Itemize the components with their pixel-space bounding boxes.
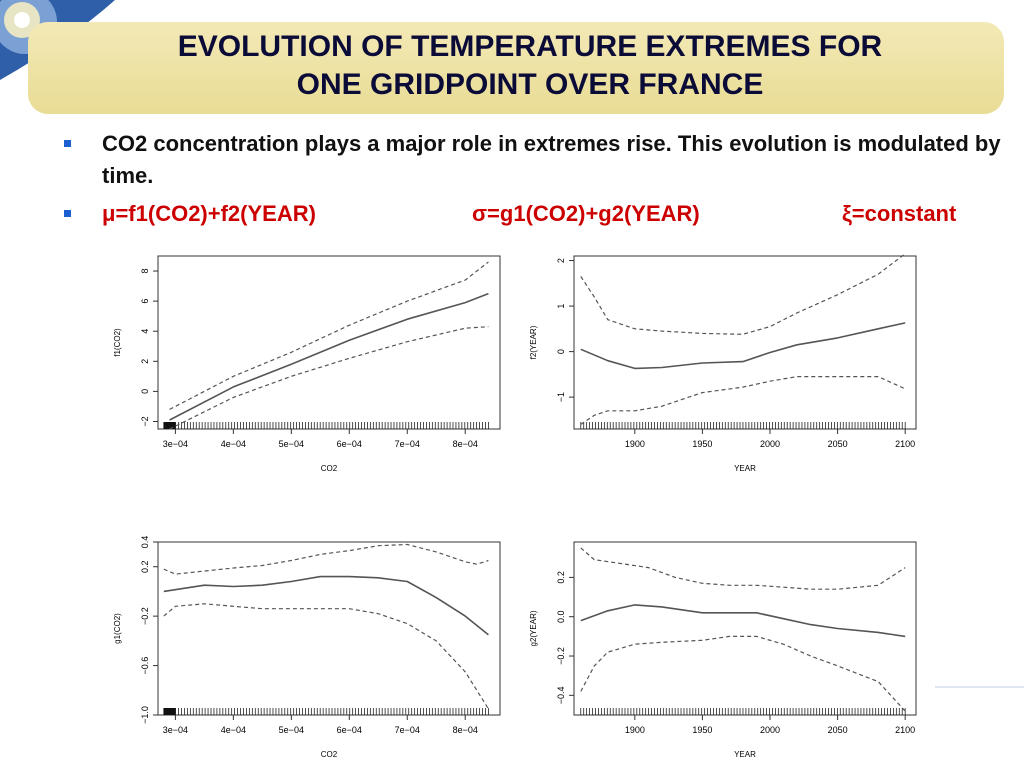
page-title: EVOLUTION OF TEMPERATURE EXTREMES FOR ON… [110,28,950,104]
x-tick-label: 2000 [760,725,780,735]
y-tick-label: −0.4 [556,686,566,704]
x-tick-label: 2100 [895,725,915,735]
y-tick-label: −1 [556,392,566,402]
title-line-2: ONE GRIDPOINT OVER FRANCE [296,68,764,101]
plot-f1-co2: 3e−04 4e−04 5e−04 6e−04 7e−04 8e−04 −2 0 2 4 6 8 CO2… [113,255,501,473]
x-tick-label: 6e−04 [337,725,362,735]
y-tick-label: 2 [556,258,566,263]
title-line-1: EVOLUTION OF TEMPERATURE EXTREMES FOR [177,30,883,63]
plot-frame [573,541,917,716]
series-line-lower [163,603,489,710]
y-axis-label: f2(YEAR) [529,325,538,359]
y-tick-label: 0.0 [556,610,566,623]
x-tick-label: 8e−04 [453,725,478,735]
x-tick-label: 7e−04 [395,439,420,449]
y-tick-label: 8 [140,269,150,274]
y-axis-label: f1(CO2) [113,328,122,357]
bullet-text-1: CO2 concentration plays a major role in … [102,131,1001,188]
x-tick-label: 2100 [895,439,915,449]
y-tick-label: −0.2 [556,647,566,665]
series-line-estimate [580,322,906,370]
bullet-item-2: μ=f1(CO2)+f2(YEAR) σ=g1(CO2)+g2(YEAR) ξ=… [62,198,1012,230]
y-axis-label: g2(YEAR) [529,610,538,646]
x-tick-label: 2050 [828,725,848,735]
x-tick-label: 5e−04 [279,725,304,735]
series-line-upper [169,261,489,410]
y-tick-label: 0 [140,389,150,394]
bullet-list: CO2 concentration plays a major role in … [62,128,1012,230]
y-tick-label: 0.4 [140,536,150,549]
plot-frame [573,255,917,430]
series-line-estimate [169,292,489,421]
x-axis-label: YEAR [734,750,756,759]
series-line-lower [169,326,489,430]
x-axis-label: CO2 [321,750,338,759]
y-tick-label: −2 [140,416,150,426]
x-tick-label: 1950 [692,725,712,735]
plot-g1-co2: 3e−04 4e−04 5e−04 6e−04 7e−04 8e−04 −1.0 −0.6 −0… [113,536,501,759]
plot-frame [157,255,501,430]
series-line-lower [580,635,906,712]
title-band [28,22,1004,114]
series-line-upper [163,543,489,575]
bullet-marker-icon [64,140,71,147]
bullet-item-1: CO2 concentration plays a major role in … [62,128,1012,192]
series-line-upper [580,253,906,335]
bullet-marker-icon [64,210,71,217]
x-axis-label: CO2 [321,464,338,473]
formula-sigma: σ=g1(CO2)+g2(YEAR) [472,201,700,226]
formula-xi: ξ=constant [842,201,957,226]
x-tick-label: 5e−04 [279,439,304,449]
y-tick-label: 0.2 [556,571,566,584]
x-tick-label: 3e−04 [163,725,188,735]
rug-dense-block [163,708,176,715]
x-tick-label: 4e−04 [221,439,246,449]
series-line-estimate [580,604,906,638]
y-tick-label: 2 [140,359,150,364]
y-tick-label: 0.2 [140,560,150,573]
y-tick-label: 4 [140,329,150,334]
x-tick-label: 1900 [625,725,645,735]
x-tick-label: 2050 [828,439,848,449]
series-line-lower [580,376,906,425]
plot-g2-year: 1900 1950 2000 2050 2100 −0.4 −0.2 0.0 0.2 YEAR g2… [529,541,917,759]
x-tick-label: 6e−04 [337,439,362,449]
x-tick-label: 7e−04 [395,725,420,735]
y-tick-label: −1.0 [140,706,150,724]
x-tick-label: 4e−04 [221,725,246,735]
x-tick-label: 1950 [692,439,712,449]
x-tick-label: 2000 [760,439,780,449]
x-tick-label: 3e−04 [163,439,188,449]
plot-frame [157,541,501,716]
series-line-estimate [163,575,489,636]
y-tick-label: −0.2 [140,607,150,625]
y-tick-label: 1 [556,304,566,309]
formula-mu: μ=f1(CO2)+f2(YEAR) [102,201,316,226]
y-tick-label: −0.6 [140,657,150,675]
x-axis-label: YEAR [734,464,756,473]
y-tick-label: 0 [556,349,566,354]
series-line-upper [580,547,906,590]
x-tick-label: 8e−04 [453,439,478,449]
plot-f2-year: 1900 1950 2000 2050 2100 −1 0 1 2 YEAR f2(YEAR) [529,253,917,473]
x-tick-label: 1900 [625,439,645,449]
rug-dense-block [163,422,176,429]
y-tick-label: 6 [140,299,150,304]
y-axis-label: g1(CO2) [113,613,122,644]
divider [935,686,1024,688]
